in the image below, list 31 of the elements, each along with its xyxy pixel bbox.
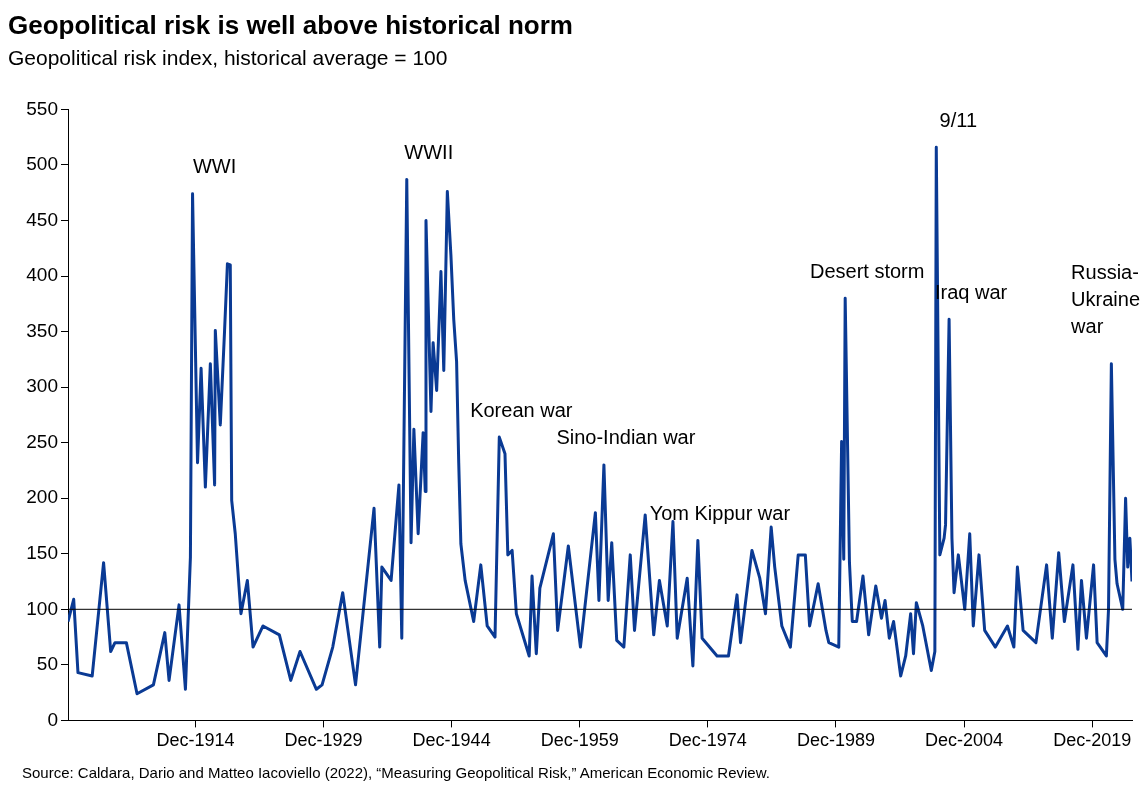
x-tick-label: Dec-1959 [540, 730, 619, 751]
annotation: WWI [192, 155, 237, 178]
y-tick-label: 50 [36, 653, 58, 675]
chart-subtitle: Geopolitical risk index, historical average = 100 [8, 46, 448, 70]
annotation: Desert storm [809, 259, 925, 282]
annotation: Yom Kippur war [649, 501, 791, 524]
chart-title: Geopolitical risk is well above historical norm [8, 10, 573, 41]
x-tick-label: Dec-1989 [796, 730, 875, 751]
y-tick-label: 0 [47, 708, 58, 730]
annotation: 9/11 [939, 108, 978, 131]
annotation: Russia- Ukraine war [1070, 261, 1141, 338]
y-tick-label: 200 [26, 486, 58, 508]
y-tick-label: 400 [26, 264, 58, 286]
x-tick-label: Dec-1929 [284, 730, 363, 751]
annotation: WWII [404, 140, 454, 163]
y-tick-label: 450 [26, 208, 58, 230]
annotation: Sino-Indian war [556, 426, 696, 449]
y-tick-label: 500 [26, 153, 58, 175]
x-tick-label: Dec-2019 [1053, 730, 1132, 751]
y-tick-label: 250 [26, 430, 58, 452]
annotation: Korean war [470, 398, 573, 421]
y-tick-label: 150 [26, 542, 58, 563]
source-note: Source: Caldara, Dario and Matteo Iacoviello (2022), “Measuring Geopolitical Risk,” American Economic Review. [22, 764, 770, 781]
y-tick-label: 100 [26, 597, 58, 619]
x-tick-label: Dec-2004 [925, 730, 1004, 751]
x-tick-label: Dec-1914 [156, 730, 235, 751]
x-tick-label: Dec-1944 [412, 730, 491, 751]
y-tick-label: 350 [26, 319, 58, 341]
x-tick-label: Dec-1974 [668, 730, 747, 751]
y-tick-label: 300 [26, 375, 58, 397]
y-tick-label: 550 [26, 97, 58, 119]
